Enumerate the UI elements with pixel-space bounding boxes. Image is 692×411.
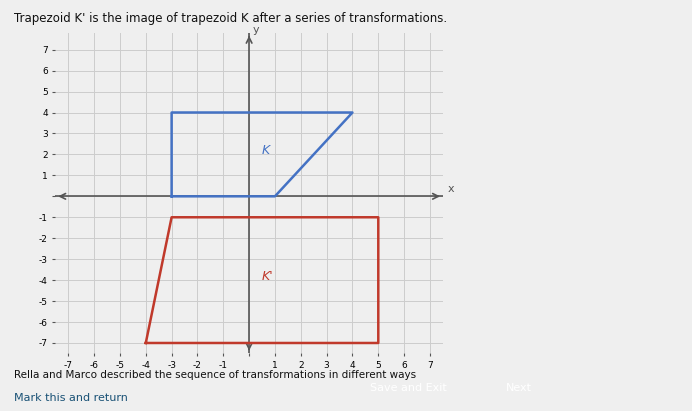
Text: x: x bbox=[448, 184, 455, 194]
Text: K': K' bbox=[262, 270, 273, 283]
Text: Mark this and return: Mark this and return bbox=[14, 393, 128, 403]
Text: y: y bbox=[253, 25, 260, 35]
Text: K: K bbox=[262, 144, 271, 157]
Text: Save and Exit: Save and Exit bbox=[370, 383, 446, 393]
Text: Next: Next bbox=[506, 383, 532, 393]
Text: Rella and Marco described the sequence of transformations in different ways: Rella and Marco described the sequence o… bbox=[14, 370, 416, 380]
Text: Trapezoid K' is the image of trapezoid K after a series of transformations.: Trapezoid K' is the image of trapezoid K… bbox=[14, 12, 447, 25]
